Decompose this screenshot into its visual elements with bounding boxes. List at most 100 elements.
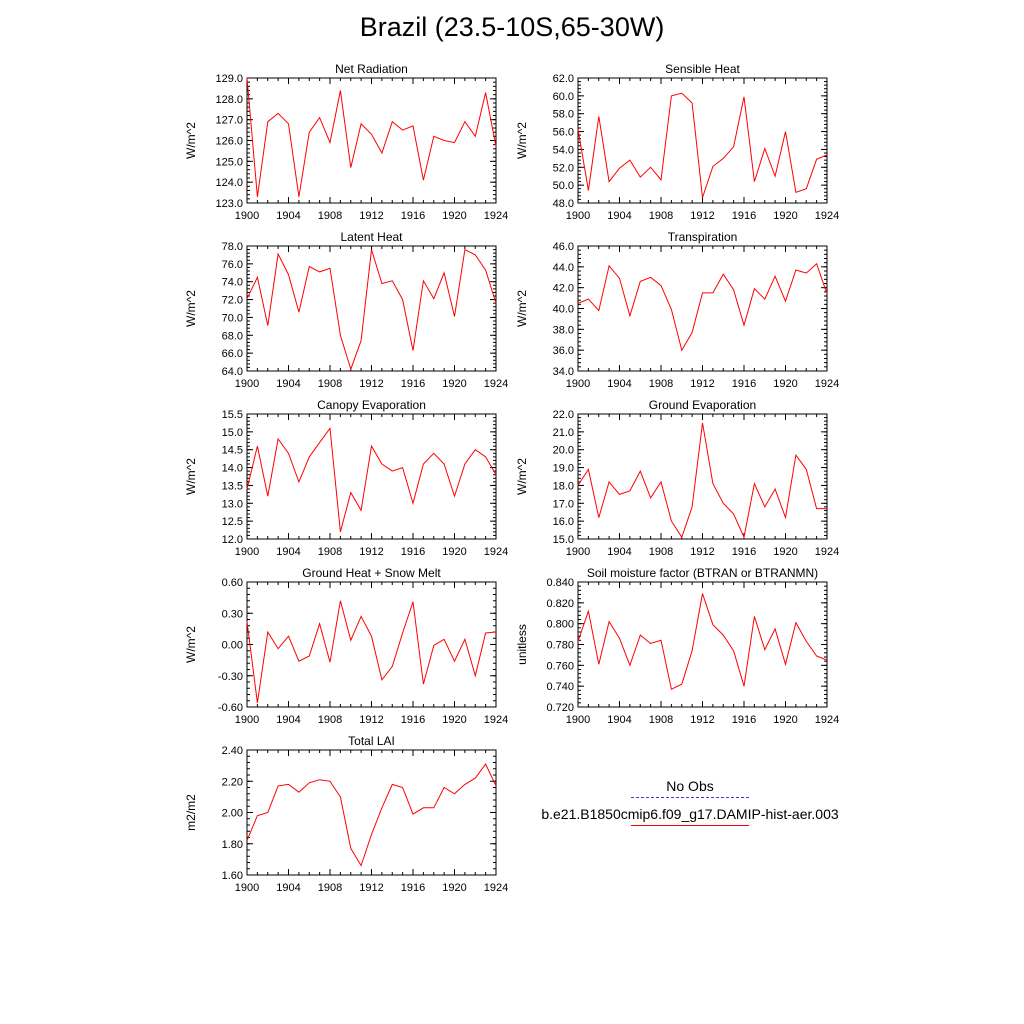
panel-title: Sensible Heat [665,62,740,76]
y-tick-label: 0.820 [546,598,574,610]
x-tick-label: 1924 [484,882,508,894]
x-tick-label: 1900 [566,714,590,726]
panel-title: Ground Evaporation [649,398,756,412]
panel-title: Net Radiation [335,62,408,76]
y-tick-label: 56.0 [553,127,574,139]
legend: No Obs b.e21.B1850cmip6.f09_g17.DAMIP-hi… [510,778,870,834]
x-tick-label: 1920 [773,378,797,390]
y-axis-label: W/m^2 [184,122,198,159]
y-tick-label: 129.0 [215,73,243,85]
y-tick-label: 14.0 [222,463,243,475]
y-tick-label: -0.30 [218,671,243,683]
x-tick-label: 1920 [442,882,466,894]
y-tick-label: 1.60 [222,870,243,882]
x-tick-label: 1900 [566,546,590,558]
x-tick-label: 1904 [276,210,300,222]
x-tick-label: 1912 [690,714,714,726]
x-tick-label: 1908 [318,714,342,726]
y-axis-label: W/m^2 [184,290,198,327]
y-tick-label: 50.0 [553,180,574,192]
panel-title: Ground Heat + Snow Melt [302,566,441,580]
x-tick-label: 1920 [442,378,466,390]
series-line [577,422,827,539]
y-tick-label: 46.0 [553,241,574,253]
panel-7: 1900 1904 1908 1912 1916 1920 1924 -0.60 -0.30 0.… [184,566,508,726]
x-tick-label: 1912 [359,714,383,726]
x-tick-label: 1904 [607,378,631,390]
y-tick-label: 0.780 [546,640,574,652]
plot-frame [577,413,828,540]
x-tick-label: 1908 [649,714,673,726]
plot-frame [577,77,828,204]
plot-frame [577,581,828,708]
x-tick-label: 1908 [649,546,673,558]
panel-title: Transpiration [668,230,738,244]
plot-frame [577,245,828,372]
y-tick-label: 54.0 [553,144,574,156]
x-tick-label: 1900 [235,546,259,558]
x-tick-label: 1916 [401,210,425,222]
x-tick-label: 1916 [401,714,425,726]
y-tick-label: 2.40 [222,745,243,757]
panel-title: Canopy Evaporation [317,398,426,412]
y-tick-label: 0.760 [546,660,574,672]
y-tick-label: 0.740 [546,681,574,693]
x-tick-label: 1916 [732,546,756,558]
x-tick-label: 1924 [484,210,508,222]
y-tick-label: 72.0 [222,295,243,307]
y-tick-label: 78.0 [222,241,243,253]
y-tick-label: 60.0 [553,91,574,103]
x-tick-label: 1916 [732,714,756,726]
y-tick-label: 13.5 [222,480,243,492]
x-tick-label: 1912 [359,546,383,558]
series-line [246,248,497,371]
x-tick-label: 1920 [773,714,797,726]
y-tick-label: 76.0 [222,259,243,271]
panel-5: 1900 1904 1908 1912 1916 1920 1924 12.0 12.5 13.0… [184,398,508,558]
y-tick-label: 2.20 [222,776,243,788]
x-tick-label: 1924 [484,546,508,558]
x-tick-label: 1904 [276,882,300,894]
x-tick-label: 1900 [235,378,259,390]
y-tick-label: 17.0 [553,498,574,510]
x-tick-label: 1912 [690,378,714,390]
y-tick-label: 12.5 [222,516,243,528]
y-tick-label: 16.0 [553,516,574,528]
x-tick-label: 1904 [276,546,300,558]
x-tick-label: 1916 [401,546,425,558]
y-tick-label: 62.0 [553,73,574,85]
x-tick-label: 1924 [815,546,839,558]
legend-swatch-model [631,825,749,826]
y-tick-label: 124.0 [215,177,243,189]
y-tick-label: 44.0 [553,262,574,274]
legend-label-obs: No Obs [666,778,714,794]
x-tick-label: 1912 [359,378,383,390]
y-tick-label: 13.0 [222,498,243,510]
plot-frame [246,413,497,540]
x-tick-label: 1916 [732,378,756,390]
y-axis-label: m2/m2 [184,794,198,831]
plot-frame [246,77,497,204]
x-tick-label: 1900 [235,210,259,222]
x-tick-label: 1904 [607,546,631,558]
y-tick-label: 123.0 [215,198,243,210]
y-tick-label: 18.0 [553,480,574,492]
panel-title: Soil moisture factor (BTRAN or BTRANMN) [587,566,818,580]
x-tick-label: 1916 [732,210,756,222]
x-tick-label: 1908 [318,882,342,894]
x-tick-label: 1920 [442,714,466,726]
y-tick-label: 20.0 [553,445,574,457]
y-tick-label: 125.0 [215,156,243,168]
y-tick-label: 38.0 [553,324,574,336]
y-tick-label: 58.0 [553,109,574,121]
plot-frame [246,581,497,708]
x-tick-label: 1924 [815,210,839,222]
x-tick-label: 1912 [359,882,383,894]
x-tick-label: 1920 [773,210,797,222]
x-tick-label: 1904 [607,714,631,726]
y-axis-label: W/m^2 [184,626,198,663]
y-tick-label: 0.800 [546,619,574,631]
x-tick-label: 1908 [318,378,342,390]
y-tick-label: 2.00 [222,808,243,820]
